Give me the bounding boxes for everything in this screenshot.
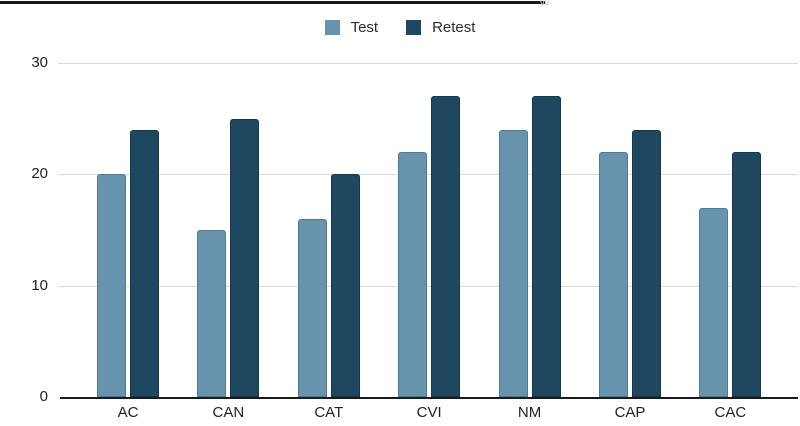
x-category-label-cac: CAC xyxy=(714,404,747,421)
x-category-label-nm: NM xyxy=(517,404,542,421)
y-tick-label-20: 20 xyxy=(31,165,48,183)
bar-test-can xyxy=(197,230,227,397)
rule-end-artifact: ∨∨ xyxy=(539,0,550,8)
x-category-label-cvi: CVI xyxy=(416,404,442,421)
top-rule-line xyxy=(0,1,545,4)
x-category-label-cap: CAP xyxy=(614,404,646,421)
bar-test-nm xyxy=(498,129,528,397)
x-category-label-ac: AC xyxy=(117,404,139,421)
legend-label-retest: Retest xyxy=(432,19,476,36)
x-axis-line xyxy=(60,397,798,399)
bar-test-ac xyxy=(97,174,126,397)
bar-test-cat xyxy=(297,218,327,397)
gridline-10 xyxy=(58,285,798,287)
bar-test-cac xyxy=(699,207,729,397)
bar-test-cvi xyxy=(398,152,428,397)
gridline-30 xyxy=(58,63,798,64)
legend-item-test: Test xyxy=(324,19,379,36)
bar-retest-ac xyxy=(130,129,159,397)
bar-retest-cap xyxy=(632,129,661,397)
legend-swatch-test xyxy=(324,20,340,35)
x-category-label-cat: CAT xyxy=(314,404,344,421)
bar-retest-can xyxy=(230,118,260,397)
bar-test-cap xyxy=(599,152,628,397)
gridline-20 xyxy=(58,174,798,176)
chart-legend: Test Retest xyxy=(0,19,800,36)
bar-retest-cvi xyxy=(431,96,461,397)
y-tick-label-10: 10 xyxy=(31,276,48,294)
bar-retest-nm xyxy=(531,96,561,397)
y-tick-label-30: 30 xyxy=(31,54,48,71)
bar-retest-cac xyxy=(732,152,762,397)
legend-label-test: Test xyxy=(350,19,379,36)
y-tick-label-0: 0 xyxy=(39,388,48,405)
legend-swatch-retest xyxy=(406,20,422,35)
bar-retest-cat xyxy=(330,174,360,397)
legend-item-retest: Retest xyxy=(406,19,475,36)
x-category-label-can: CAN xyxy=(212,404,245,421)
